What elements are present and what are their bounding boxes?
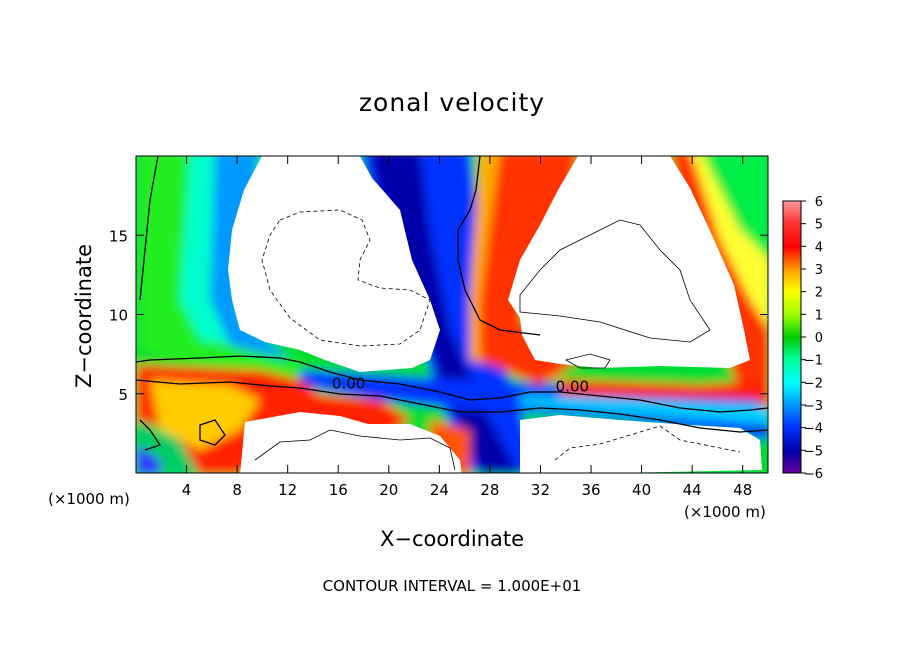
x-tick-label: 24 <box>430 481 449 499</box>
colorbar-label: 5 <box>815 218 823 233</box>
colorbar-label: 6 <box>815 195 823 210</box>
x-tick-label: 48 <box>733 481 752 499</box>
x-tick-label: 4 <box>182 481 192 499</box>
colorbar-label: 1 <box>815 308 823 323</box>
contour-label: 0.00 <box>556 378 589 396</box>
colorbar-label: −4 <box>804 422 823 437</box>
contour-interval: CONTOUR INTERVAL = 1.000E+01 <box>322 577 582 595</box>
x-unit-left: (×1000 m) <box>48 490 130 508</box>
white-regions <box>228 156 762 473</box>
contour-labels: 0.00 0.00 <box>332 374 589 396</box>
colorbar <box>782 200 802 474</box>
x-tick-label: 16 <box>329 481 348 499</box>
velocity-field <box>136 156 768 473</box>
colorbar-label: 3 <box>815 263 823 278</box>
x-ticks: 4 8 12 16 20 24 28 32 36 40 44 48 <box>182 156 752 499</box>
y-ticks: 5 10 15 <box>109 227 768 404</box>
colorbar-labels: 6 5 4 3 2 1 0 −1 −2 −3 −4 −5 −6 <box>801 195 823 482</box>
x-tick-label: 36 <box>581 481 600 499</box>
x-tick-label: 44 <box>683 481 702 499</box>
colorbar-label: −3 <box>804 399 823 414</box>
x-tick-label: 40 <box>632 481 651 499</box>
x-axis-label: X−coordinate <box>380 527 524 551</box>
y-tick-label: 10 <box>109 307 128 325</box>
x-tick-label: 32 <box>531 481 550 499</box>
y-tick-label: 5 <box>118 386 128 404</box>
colorbar-label: −2 <box>804 376 823 391</box>
colorbar-label: −6 <box>804 467 823 482</box>
y-tick-label: 15 <box>109 227 128 245</box>
x-tick-label: 20 <box>379 481 398 499</box>
x-tick-label: 8 <box>232 481 242 499</box>
contour-label: 0.00 <box>332 374 365 392</box>
x-tick-label: 28 <box>480 481 499 499</box>
colorbar-label: 2 <box>815 286 823 301</box>
contour-lines-dashed <box>261 209 741 461</box>
chart-title: zonal velocity <box>358 88 546 117</box>
colorbar-label: −1 <box>804 354 823 369</box>
colorbar-label: 0 <box>815 331 823 346</box>
y-axis-label: Z−coordinate <box>72 244 96 388</box>
x-unit-right: (×1000 m) <box>684 503 766 521</box>
colorbar-label: 4 <box>815 240 823 255</box>
contour-lines-thin <box>254 219 711 471</box>
x-tick-label: 12 <box>278 481 297 499</box>
contour-lines <box>136 156 768 451</box>
colorbar-label: −5 <box>804 444 823 459</box>
